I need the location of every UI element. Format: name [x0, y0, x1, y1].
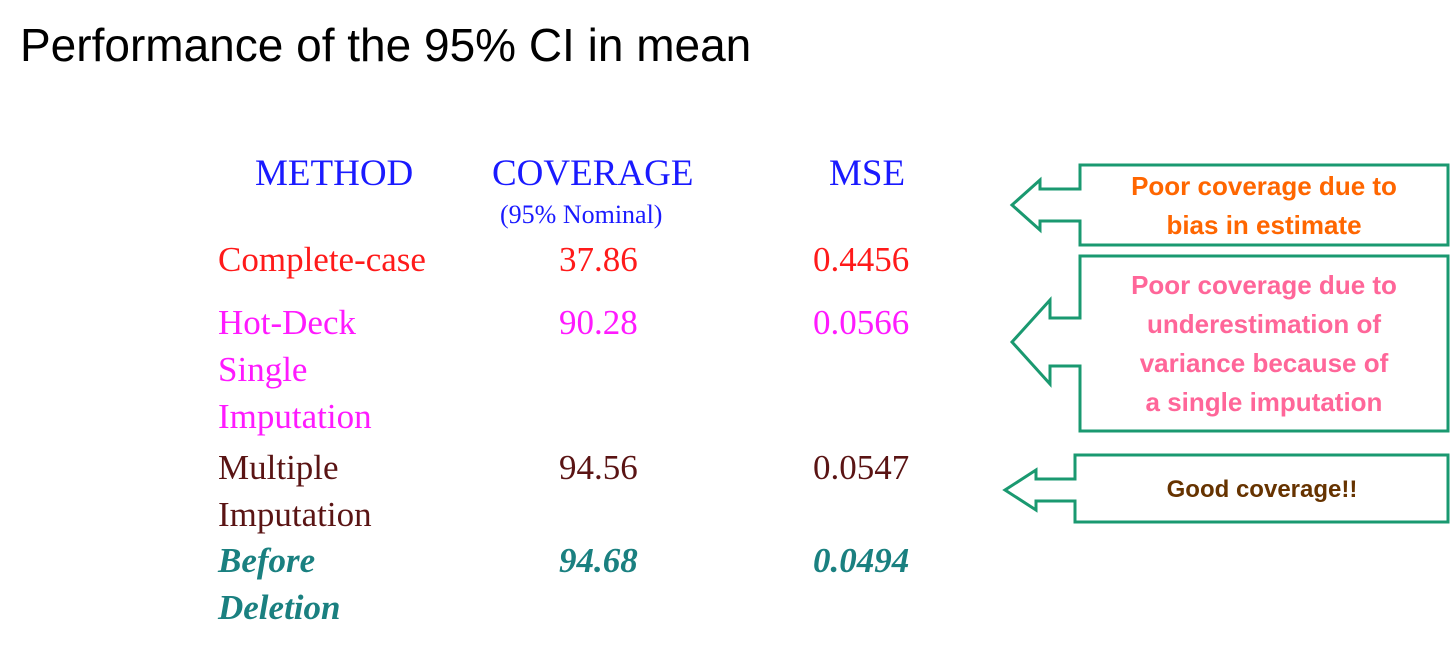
row-hot-deck-method-line3: Imputation [218, 397, 372, 436]
callout-2-arrow [1009, 254, 1450, 433]
row-multiple-imputation-coverage: 94.56 [559, 448, 638, 487]
callout-3-arrow [1002, 453, 1450, 524]
callout-1-arrow [1009, 163, 1450, 247]
row-before-deletion-coverage: 94.68 [559, 541, 638, 580]
row-multiple-imputation-mse: 0.0547 [813, 448, 910, 487]
callout-2-line2: underestimation of [1146, 309, 1381, 339]
row-hot-deck-method-line1: Hot-Deck [218, 303, 357, 342]
row-hot-deck-method-line2: Single [218, 350, 308, 389]
header-method: METHOD [255, 153, 414, 194]
row-complete-case-mse: 0.4456 [813, 240, 910, 279]
row-hot-deck-coverage: 90.28 [559, 303, 638, 342]
callout-1-line2: bias in estimate [1166, 210, 1362, 240]
row-multiple-imputation-method-line1: Multiple [218, 448, 339, 487]
row-complete-case-method: Complete-case [218, 240, 426, 279]
callout-3: Good coverage!! [1076, 457, 1448, 521]
callout-2-line3: variance because of [1139, 348, 1389, 378]
row-before-deletion-method-line2: Deletion [218, 588, 341, 627]
callout-1: Poor coverage due to bias in estimate [1080, 168, 1448, 244]
row-hot-deck-mse: 0.0566 [813, 303, 910, 342]
row-before-deletion-mse: 0.0494 [813, 541, 910, 580]
row-before-deletion-method-line1: Before [218, 541, 316, 580]
callout-1-line1: Poor coverage due to [1131, 171, 1397, 201]
row-multiple-imputation-method-line2: Imputation [218, 495, 372, 534]
slide-title: Performance of the 95% CI in mean [20, 19, 752, 71]
row-complete-case-coverage: 37.86 [559, 240, 638, 279]
header-coverage-note: (95% Nominal) [500, 200, 663, 229]
callout-2-line4: a single imputation [1145, 387, 1383, 417]
callout-2: Poor coverage due to underestimation of … [1080, 259, 1448, 429]
callout-2-line1: Poor coverage due to [1131, 270, 1397, 300]
header-coverage: COVERAGE [492, 153, 694, 194]
callout-3-line1: Good coverage!! [1166, 475, 1358, 503]
header-mse: MSE [829, 153, 906, 194]
